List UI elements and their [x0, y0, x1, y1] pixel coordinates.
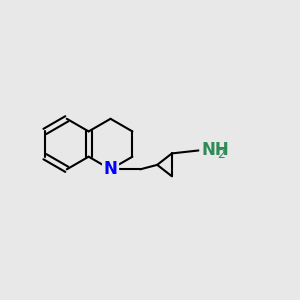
Text: 2: 2 [218, 148, 226, 160]
Text: NH: NH [201, 141, 229, 159]
Text: N: N [103, 160, 118, 178]
